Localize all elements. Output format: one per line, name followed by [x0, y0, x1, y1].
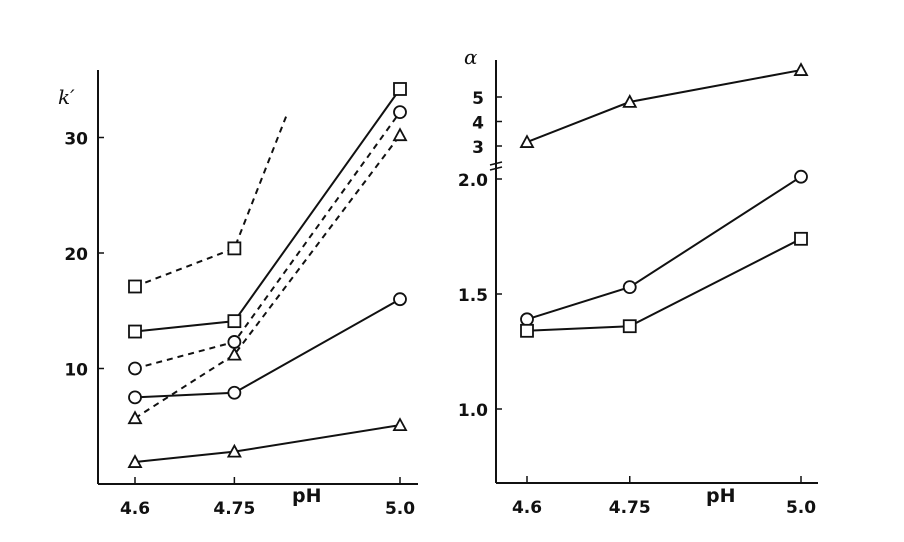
left-panel-k-prime: k′ pH 4.6 4.75 5.0 10 20 30 — [58, 70, 418, 519]
triangle-marker — [519, 134, 535, 148]
circle-marker — [520, 312, 534, 327]
x-tick-label: 4.75 — [213, 499, 255, 519]
series-line-solid-triangle — [134, 424, 401, 464]
y-tick-label: 20 — [64, 245, 88, 265]
right-panel-alpha: α pH 4.6 4.75 5.0 1.0 1.5 2.0 3 4 5 — [458, 45, 818, 518]
y-tick-label: 1.0 — [458, 401, 488, 421]
x-tick-label: 4.6 — [512, 498, 542, 518]
series-line-triangle — [526, 69, 802, 144]
square-marker — [227, 314, 242, 329]
circle-marker — [128, 361, 142, 376]
triangle-marker — [793, 62, 809, 76]
square-marker — [794, 231, 808, 246]
circle-marker — [128, 390, 142, 405]
series-line-dashed-circle — [134, 111, 401, 370]
right-x-label: pH — [706, 485, 736, 507]
square-marker — [393, 82, 407, 96]
x-tick-label: 4.6 — [120, 499, 150, 519]
square-marker — [128, 324, 142, 339]
square-marker — [227, 241, 242, 256]
left-x-label: pH — [292, 485, 322, 507]
axis-break-mark — [489, 161, 503, 171]
square-marker — [128, 279, 142, 294]
triangle-marker — [622, 94, 638, 108]
series-line-solid-square — [134, 88, 401, 333]
circle-marker — [622, 280, 637, 295]
circle-marker — [393, 105, 407, 119]
x-tick-label: 5.0 — [786, 498, 816, 518]
circle-marker — [794, 169, 808, 184]
y-tick-label: 1.5 — [458, 286, 488, 306]
x-tick-label: 5.0 — [385, 499, 415, 519]
series-line-square — [526, 237, 802, 332]
series-line-circle — [526, 175, 802, 321]
triangle-marker — [392, 127, 408, 142]
y-tick-label: 4 — [472, 114, 484, 134]
circle-marker — [393, 292, 407, 307]
left-y-label: k′ — [58, 85, 75, 109]
triangle-marker — [226, 443, 242, 458]
right-y-label: α — [464, 45, 478, 69]
circle-marker — [227, 385, 242, 400]
circle-marker — [227, 335, 242, 349]
triangle-marker — [392, 417, 408, 431]
y-tick-label: 3 — [472, 138, 484, 158]
y-tick-label: 30 — [64, 130, 88, 150]
square-marker — [622, 319, 637, 334]
x-tick-label: 4.75 — [609, 498, 651, 518]
triangle-marker — [127, 454, 143, 468]
y-tick-label: 5 — [472, 89, 484, 109]
y-tick-label: 10 — [64, 361, 88, 381]
triangle-marker — [226, 346, 242, 361]
series-line-dashed-square — [134, 112, 289, 288]
triangle-marker — [127, 410, 143, 425]
series-line-dashed-triangle — [134, 134, 401, 420]
y-tick-label: 2.0 — [458, 171, 488, 191]
series-line-solid-circle — [134, 298, 401, 399]
square-marker — [520, 323, 534, 338]
